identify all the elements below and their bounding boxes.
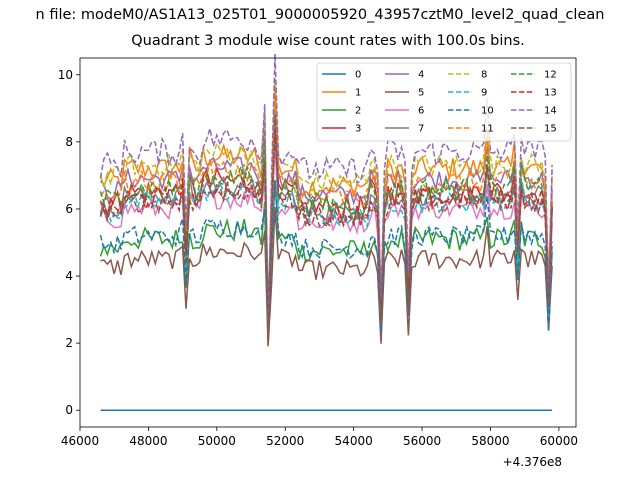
y-tick-label: 2 xyxy=(65,336,73,350)
legend-label-8: 8 xyxy=(481,70,487,81)
series-line-2 xyxy=(99,180,553,347)
series-line-12 xyxy=(99,114,553,324)
legend-label-9: 9 xyxy=(481,88,487,99)
series-line-8 xyxy=(99,78,553,313)
chart-title: Quadrant 3 module wise count rates with … xyxy=(131,33,525,49)
series-line-5 xyxy=(100,207,553,346)
legend-label-13: 13 xyxy=(544,88,557,99)
legend-label-15: 15 xyxy=(544,124,557,135)
x-axis: 46000 48000 50000 52000 54000 56000 58000 60000 xyxy=(61,427,578,448)
y-tick-label: 4 xyxy=(65,269,73,283)
legend-label-2: 2 xyxy=(355,106,361,117)
x-tick-label: 54000 xyxy=(335,434,373,448)
series-line-13 xyxy=(99,128,553,315)
legend-label-14: 14 xyxy=(544,106,557,117)
legend-label-3: 3 xyxy=(355,124,361,135)
series-line-11 xyxy=(99,88,553,318)
series-line-10 xyxy=(99,180,553,333)
x-tick-label: 58000 xyxy=(471,434,509,448)
legend-label-10: 10 xyxy=(481,106,494,117)
legend-label-4: 4 xyxy=(418,70,424,81)
x-tick-label: 46000 xyxy=(61,434,99,448)
x-tick-label: 50000 xyxy=(198,434,236,448)
legend-label-1: 1 xyxy=(355,88,361,99)
y-tick-label: 6 xyxy=(65,202,73,216)
x-tick-label: 60000 xyxy=(540,434,578,448)
y-tick-label: 8 xyxy=(65,135,73,149)
series-line-4 xyxy=(100,99,553,323)
legend-label-11: 11 xyxy=(481,124,494,135)
legend-label-6: 6 xyxy=(418,106,424,117)
legend-label-7: 7 xyxy=(418,124,424,135)
x-tick-label: 48000 xyxy=(129,434,167,448)
legend-label-0: 0 xyxy=(355,70,361,81)
axes-border xyxy=(79,57,577,428)
x-tick-label: 52000 xyxy=(266,434,304,448)
series-line-14 xyxy=(99,53,553,321)
figure-suptitle: n file: modeM0/AS1A13_025T01_9000005920_… xyxy=(35,7,605,23)
y-tick-label: 10 xyxy=(58,68,73,82)
plot-lines xyxy=(99,53,553,411)
x-tick-label: 56000 xyxy=(403,434,441,448)
legend-label-12: 12 xyxy=(544,70,557,81)
series-line-15 xyxy=(99,114,553,334)
y-tick-label: 0 xyxy=(65,403,73,417)
series-line-7 xyxy=(99,112,553,316)
x-offset-label: +4.376e8 xyxy=(503,455,562,469)
axes-frame xyxy=(79,57,577,428)
y-axis: 0 2 4 6 8 10 xyxy=(58,68,80,417)
legend-box xyxy=(316,62,572,142)
legend-label-5: 5 xyxy=(418,88,424,99)
